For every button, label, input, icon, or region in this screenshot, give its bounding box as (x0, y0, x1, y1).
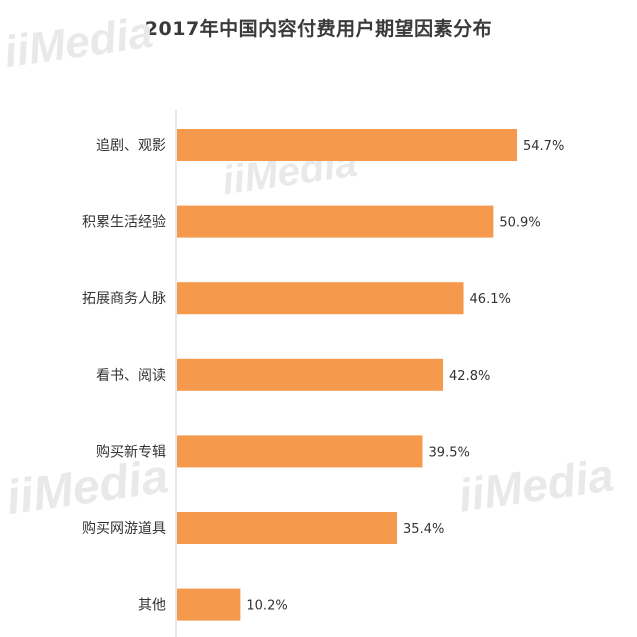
category-label: 购买新专辑 (96, 444, 166, 460)
bar (177, 588, 241, 621)
category-label: 拓展商务人脉 (82, 291, 166, 307)
bar (177, 358, 444, 391)
value-label: 42.8% (449, 369, 490, 384)
category-label: 购买网游道具 (82, 521, 166, 537)
value-label: 39.5% (429, 445, 470, 460)
category-label: 其他 (138, 598, 166, 614)
value-label: 46.1% (470, 292, 511, 307)
chart-title: 2017年中国内容付费用户期望因素分布 (144, 18, 493, 40)
bar (177, 205, 494, 238)
bar (177, 435, 423, 468)
bar (177, 129, 517, 161)
category-label: 追剧、观影 (96, 138, 166, 154)
bar (177, 512, 398, 544)
category-label: 看书、阅读 (96, 367, 166, 384)
value-label: 10.2% (246, 599, 287, 614)
bar (177, 282, 464, 315)
value-label: 35.4% (403, 522, 444, 537)
category-label: 积累生活经验 (82, 215, 166, 231)
value-label: 50.9% (499, 216, 540, 231)
value-label: 54.7% (523, 139, 564, 154)
